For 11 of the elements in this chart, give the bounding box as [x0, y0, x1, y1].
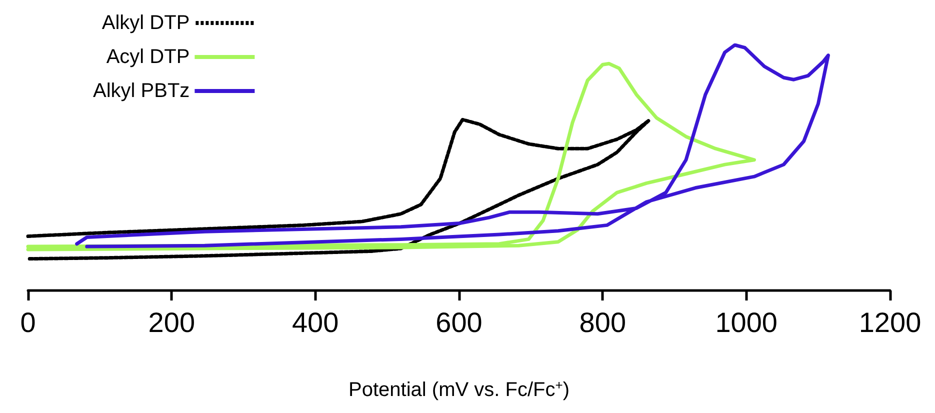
x-tick-label: 800: [579, 307, 626, 338]
legend-label: Acyl DTP: [106, 46, 190, 68]
x-tick-label: 600: [436, 307, 482, 338]
x-tick-label: 400: [292, 307, 339, 338]
legend-label: Alkyl DTP: [102, 12, 190, 34]
x-axis-title: Potential (mV vs. Fc/Fc+): [348, 378, 570, 401]
x-tick-label: 200: [148, 307, 196, 338]
legend-label: Alkyl PBTz: [92, 80, 190, 102]
x-tick-label: 1200: [858, 307, 922, 338]
x-tick-label: 0: [20, 307, 36, 338]
x-tick-label: 1000: [715, 307, 778, 338]
